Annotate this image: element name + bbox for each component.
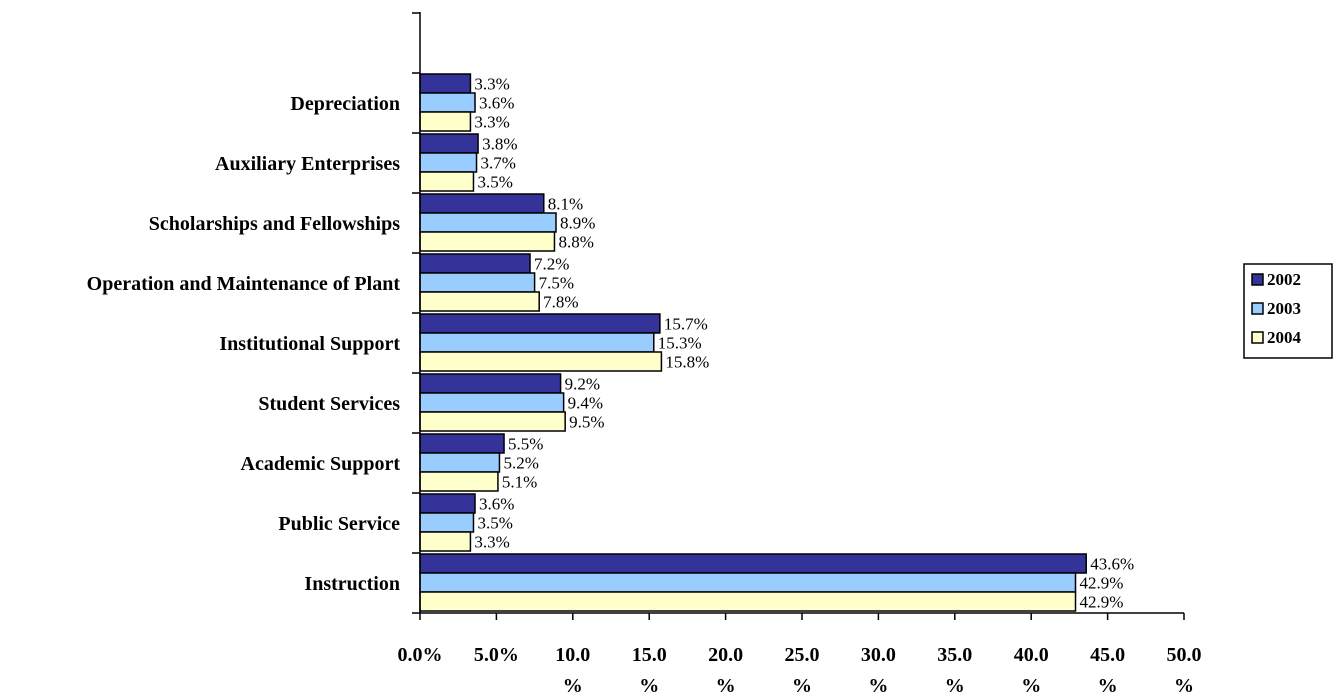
- bar-2003-2: [419, 452, 501, 473]
- x-tick-label-unit: %: [1174, 675, 1194, 697]
- bar-2002-1: [419, 493, 476, 514]
- bar-2003-5: [419, 272, 536, 293]
- data-label: 9.2%: [565, 375, 600, 394]
- legend-swatch-2004: [1251, 331, 1264, 344]
- bar-2004-2: [419, 471, 499, 492]
- data-label: 7.2%: [534, 255, 569, 274]
- data-label: 42.9%: [1080, 593, 1124, 612]
- data-label: 3.3%: [474, 75, 509, 94]
- x-tick-label-unit: %: [945, 675, 965, 697]
- data-label: 15.8%: [665, 353, 709, 372]
- category-label: Academic Support: [241, 453, 401, 475]
- x-tick-label-unit: %: [792, 675, 812, 697]
- bar-2003-7: [419, 152, 478, 173]
- data-label: 15.3%: [658, 334, 702, 353]
- x-tick-label: 0.0%: [398, 644, 443, 666]
- bar-2002-5: [419, 253, 531, 274]
- bar-2002-4: [419, 313, 661, 334]
- axes-layer: [412, 12, 1185, 620]
- data-label: 15.7%: [664, 315, 708, 334]
- data-label: 42.9%: [1080, 574, 1124, 593]
- data-label: 3.7%: [481, 154, 516, 173]
- data-label: 3.5%: [477, 173, 512, 192]
- bar-2003-0: [419, 572, 1077, 593]
- data-label: 3.5%: [477, 514, 512, 533]
- category-label: Scholarships and Fellowships: [149, 213, 400, 235]
- x-tick-label: 35.0: [937, 644, 972, 666]
- x-tick-label: 45.0: [1090, 644, 1125, 666]
- data-label: 8.8%: [558, 233, 593, 252]
- x-tick-label-unit: %: [639, 675, 659, 697]
- x-tick-label-unit: %: [1098, 675, 1118, 697]
- bar-2004-0: [419, 591, 1077, 612]
- x-tick-label-unit: %: [868, 675, 888, 697]
- data-label: 3.6%: [479, 495, 514, 514]
- data-label: 5.2%: [503, 454, 538, 473]
- data-label: 43.6%: [1090, 555, 1134, 574]
- category-label: Institutional Support: [219, 333, 400, 355]
- bar-2002-0: [419, 553, 1087, 574]
- bar-2004-4: [419, 351, 663, 372]
- bar-2004-3: [419, 411, 566, 432]
- bar-2003-1: [419, 512, 475, 533]
- data-label: 3.8%: [482, 135, 517, 154]
- data-label: 7.8%: [543, 293, 578, 312]
- x-tick-label: 15.0: [632, 644, 667, 666]
- bar-2002-7: [419, 133, 479, 154]
- legend: 2002 2003 2004: [1243, 263, 1333, 359]
- x-tick-label: 5.0%: [474, 644, 519, 666]
- legend-label: 2003: [1267, 299, 1301, 318]
- x-tick-label: 10.0: [555, 644, 590, 666]
- x-tick-label: 30.0: [861, 644, 896, 666]
- category-label: Depreciation: [290, 93, 400, 115]
- x-tick-label-unit: %: [563, 675, 583, 697]
- labels-layer: 43.6%42.9%42.9%Instruction3.6%3.5%3.3%Pu…: [87, 75, 1202, 698]
- category-label: Instruction: [304, 573, 400, 595]
- data-label: 3.3%: [474, 113, 509, 132]
- x-tick-label-unit: %: [1021, 675, 1041, 697]
- category-label: Auxiliary Enterprises: [215, 153, 400, 175]
- bar-2004-1: [419, 531, 472, 552]
- category-label: Student Services: [258, 393, 400, 415]
- data-label: 3.3%: [474, 533, 509, 552]
- x-tick-label: 40.0: [1014, 644, 1049, 666]
- legend-label: 2004: [1267, 328, 1302, 347]
- legend-label: 2002: [1267, 270, 1301, 289]
- data-label: 8.9%: [560, 214, 595, 233]
- bar-2004-5: [419, 291, 540, 312]
- data-label: 9.5%: [569, 413, 604, 432]
- data-label: 9.4%: [568, 394, 603, 413]
- category-label: Operation and Maintenance of Plant: [87, 273, 401, 295]
- data-label: 5.1%: [502, 473, 537, 492]
- data-label: 3.6%: [479, 94, 514, 113]
- bar-2003-4: [419, 332, 655, 353]
- data-label: 8.1%: [548, 195, 583, 214]
- bar-2002-2: [419, 433, 505, 454]
- bar-2002-8: [419, 73, 472, 94]
- data-label: 7.5%: [539, 274, 574, 293]
- bars-layer: [419, 73, 1087, 612]
- legend-swatch-2003: [1251, 302, 1264, 315]
- bar-2002-3: [419, 373, 562, 394]
- data-label: 5.5%: [508, 435, 543, 454]
- x-tick-label: 50.0: [1167, 644, 1202, 666]
- bar-2003-3: [419, 392, 565, 413]
- legend-swatch-2002: [1251, 273, 1264, 286]
- bar-2003-8: [419, 92, 476, 113]
- bar-2002-6: [419, 193, 545, 214]
- category-label: Public Service: [278, 513, 400, 535]
- x-tick-label: 25.0: [785, 644, 820, 666]
- bar-2004-7: [419, 171, 475, 192]
- bar-2003-6: [419, 212, 557, 233]
- x-tick-label: 20.0: [708, 644, 743, 666]
- bar-2004-6: [419, 231, 556, 252]
- bar-2004-8: [419, 111, 472, 132]
- x-tick-label-unit: %: [716, 675, 736, 697]
